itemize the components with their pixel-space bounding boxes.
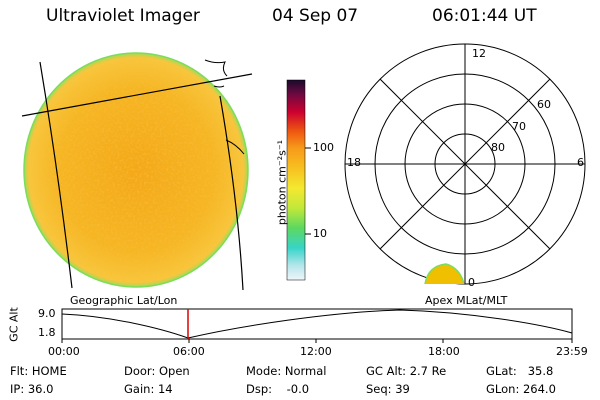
alt-xtick-0600: 06:00 <box>173 345 205 358</box>
ip-readout: IP: 36.0 <box>10 382 54 396</box>
lat-label-70: 70 <box>512 120 526 133</box>
instrument-title: Ultraviolet Imager <box>46 6 200 26</box>
seq-readout: Seq: 39 <box>366 382 410 396</box>
alt-xtick-1800: 18:00 <box>428 345 460 358</box>
alt-ylabel: GC Alt <box>7 307 21 342</box>
mlt-label-12: 12 <box>472 47 486 60</box>
alt-xtick-1200: 12:00 <box>300 345 332 358</box>
flt-readout: Flt: HOME <box>10 364 67 378</box>
alt-xtick-0000: 00:00 <box>48 345 80 358</box>
apex-label: Apex MLat/MLT <box>425 294 508 307</box>
gain-readout: Gain: 14 <box>124 382 173 396</box>
colorbar <box>286 79 311 281</box>
door-readout: Door: Open <box>124 364 190 378</box>
altitude-plot <box>61 308 573 343</box>
mode-readout: Mode: Normal <box>246 364 327 378</box>
alt-ytick-high: 9.0 <box>38 307 56 320</box>
glat-readout: GLat: 35.8 <box>486 364 554 378</box>
mlt-label-0: 0 <box>468 276 475 289</box>
colorbar-tick-10: 10 <box>313 227 327 240</box>
time-label: 06:01:44 UT <box>432 6 537 26</box>
gcalt-readout: GC Alt: 2.7 Re <box>366 364 447 378</box>
date-label: 04 Sep 07 <box>272 6 359 26</box>
lat-label-60: 60 <box>537 98 551 111</box>
polar-plot <box>344 43 586 285</box>
colorbar-tick-100: 100 <box>313 141 334 154</box>
colorbar-unit-label: photon cm⁻²s⁻¹ <box>275 139 289 226</box>
alt-xtick-2359: 23:59 <box>556 345 588 358</box>
aurora-oval <box>424 263 465 285</box>
mlt-label-6: 6 <box>577 156 584 169</box>
alt-ytick-low: 1.8 <box>38 326 56 339</box>
lat-label-80: 80 <box>491 141 505 154</box>
geographic-label: Geographic Lat/Lon <box>70 294 178 307</box>
uv-image-disk <box>21 52 253 291</box>
mlt-label-18: 18 <box>347 156 361 169</box>
glon-readout: GLon: 264.0 <box>486 382 556 396</box>
dsp-readout: Dsp: -0.0 <box>246 382 310 396</box>
